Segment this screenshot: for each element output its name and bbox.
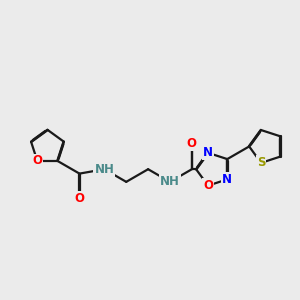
Text: S: S <box>257 156 265 169</box>
Text: O: O <box>74 192 85 206</box>
Text: O: O <box>203 179 213 192</box>
Text: NH: NH <box>160 176 180 188</box>
Text: NH: NH <box>94 163 114 176</box>
Text: N: N <box>222 173 232 186</box>
Text: O: O <box>32 154 42 167</box>
Text: O: O <box>187 137 197 151</box>
Text: N: N <box>203 146 213 159</box>
